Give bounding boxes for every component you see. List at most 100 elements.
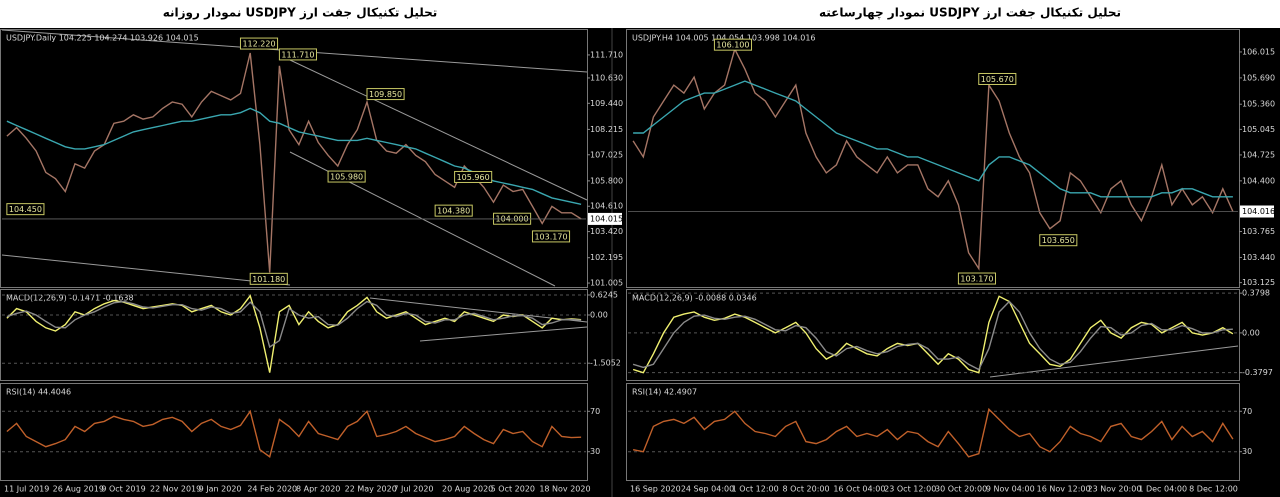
y-tick-label: 70 [590, 407, 600, 416]
price-label: 105.980 [330, 173, 363, 182]
trend-line [989, 345, 1239, 378]
price-label-box [278, 48, 317, 61]
panel-frame [0, 289, 588, 381]
y-tick-label: 0.00 [590, 310, 608, 319]
trend-line [289, 59, 588, 201]
price-label: 105.670 [981, 75, 1014, 84]
panel-frame [626, 383, 1240, 481]
y-tick-label: 110.630 [590, 73, 623, 82]
x-tick-label: 8 Apr 2020 [296, 485, 340, 494]
x-tick-label: 1 Dec 04:00 [1138, 485, 1187, 494]
x-tick-label: 22 Nov 2019 [150, 485, 201, 494]
x-tick-label: 22 May 2020 [345, 485, 397, 494]
series-line [6, 300, 582, 349]
y-tick-label: -1.5052 [590, 359, 621, 368]
series-line [632, 300, 1233, 371]
x-tick-label: 23 Oct 12:00 [884, 485, 936, 494]
x-tick-label: 30 Oct 20:00 [935, 485, 987, 494]
panel-header: USDJPY.Daily 104.225 104.274 103.926 104… [6, 34, 199, 43]
y-tick-label: 101.005 [590, 279, 623, 288]
x-tick-label: 7 Jul 2020 [393, 485, 433, 494]
trend-line [1, 254, 291, 286]
x-tick-label: 16 Nov 12:00 [1037, 485, 1091, 494]
y-tick-label: 103.440 [1242, 253, 1275, 262]
price-label-box [978, 72, 1017, 85]
trend-line [369, 297, 588, 323]
y-tick-label: 105.800 [590, 176, 623, 185]
y-tick-label: 0.3798 [1242, 289, 1270, 298]
series-line [6, 294, 582, 373]
price-label: 105.960 [457, 173, 490, 182]
y-tick-label: 103.125 [1242, 278, 1275, 287]
chart-title: تحلیل تکنیکال جفت ارز USDJPY نمودار روزا… [163, 6, 438, 21]
x-tick-label: 23 Nov 20:00 [1088, 485, 1142, 494]
trend-line [419, 326, 588, 342]
series-line [632, 407, 1234, 458]
x-tick-label: 9 Oct 2019 [101, 485, 145, 494]
series-line [633, 80, 1233, 198]
price-label-box [454, 170, 493, 183]
y-tick-label: 104.610 [590, 202, 623, 211]
x-tick-label: 9 Jan 2020 [199, 485, 242, 494]
price-label: 112.220 [242, 40, 275, 49]
price-label-box [6, 203, 45, 216]
panel-header: MACD(12,26,9) -0.0088 0.0346 [632, 294, 757, 303]
panel-frame [0, 383, 588, 481]
x-tick-label: 5 Oct 2020 [491, 485, 535, 494]
series-line [632, 295, 1234, 374]
panel-header: RSI(14) 42.4907 [632, 388, 697, 397]
y-tick-label: 0.00 [1242, 328, 1260, 337]
x-tick-label: 11 Jul 2019 [4, 485, 49, 494]
price-label-box [1039, 234, 1078, 247]
x-tick-label: 8 Dec 12:00 [1189, 485, 1238, 494]
x-tick-label: 20 Aug 2020 [442, 485, 493, 494]
x-tick-label: 18 Nov 2020 [539, 485, 590, 494]
current-price-tag [1240, 205, 1274, 218]
price-label-box [434, 204, 473, 217]
panel-header: RSI(14) 44.4046 [6, 388, 71, 397]
y-tick-label: 103.765 [1242, 227, 1275, 236]
price-label-box [366, 88, 405, 101]
panel-frame [626, 289, 1240, 381]
price-label: 101.180 [252, 275, 285, 284]
price-label-box [957, 272, 997, 285]
y-tick-label: 103.420 [590, 227, 623, 236]
y-tick-label: 108.215 [590, 125, 623, 134]
y-tick-label: 104.400 [1242, 176, 1275, 185]
series-line [632, 47, 1234, 271]
y-tick-label: 105.360 [1242, 100, 1275, 109]
price-label: 103.650 [1042, 236, 1075, 245]
price-label: 109.850 [369, 90, 402, 99]
y-tick-label: 0.6245 [590, 290, 618, 299]
y-tick-label: 102.195 [590, 253, 623, 262]
panel-header: USDJPY.H4 104.005 104.054 103.998 104.01… [632, 34, 816, 43]
x-tick-label: 26 Aug 2019 [53, 485, 104, 494]
price-label: 103.170 [960, 275, 993, 284]
x-tick-label: 9 Nov 04:00 [986, 485, 1035, 494]
price-label: 106.100 [716, 41, 749, 50]
panel-header: MACD(12,26,9) -0.1471 -0.1638 [6, 294, 134, 303]
y-tick-label: -0.3797 [1242, 368, 1273, 377]
y-tick-label: 30 [590, 447, 600, 456]
title-band [0, 0, 1280, 28]
y-tick-label: 104.725 [1242, 150, 1275, 159]
price-label-box [531, 230, 571, 243]
y-tick-label: 109.440 [590, 99, 623, 108]
price-label: 103.170 [534, 232, 567, 241]
y-tick-label: 107.025 [590, 150, 623, 159]
current-price-label: 104.016 [1242, 207, 1275, 216]
price-label-box [713, 38, 753, 51]
y-tick-label: 106.015 [1242, 47, 1275, 56]
x-tick-label: 16 Oct 04:00 [833, 485, 885, 494]
y-tick-label: 70 [1242, 407, 1252, 416]
price-label-box [249, 272, 288, 285]
current-price-tag [588, 212, 622, 225]
series-line [6, 409, 582, 458]
price-label: 104.380 [437, 207, 470, 216]
chart-title: تحلیل تکنیکال جفت ارز USDJPY نمودار چهار… [819, 6, 1121, 21]
current-price-label: 104.015 [590, 214, 623, 223]
y-tick-label: 105.045 [1242, 125, 1275, 134]
panel-frame [0, 29, 588, 288]
